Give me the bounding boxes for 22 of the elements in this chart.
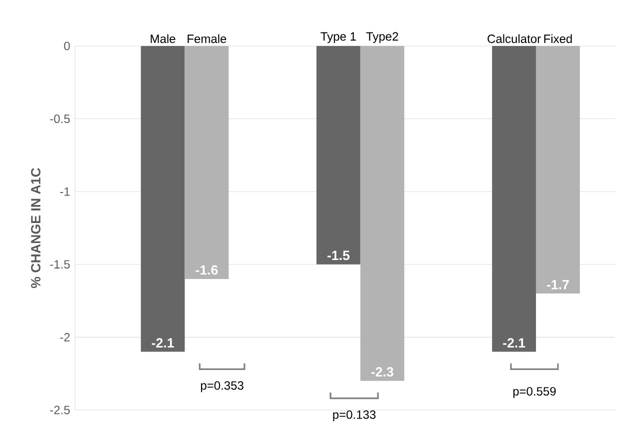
x-tick-label: Female xyxy=(188,34,226,44)
y-tick-label: -0.5 xyxy=(50,114,70,124)
y-tick-label: -2.5 xyxy=(50,406,70,414)
annotation: p=0.559 xyxy=(513,387,556,398)
x-tick-label: Fixed xyxy=(544,34,572,44)
data-label: -1.7 xyxy=(546,280,569,290)
data-label: -1.5 xyxy=(327,250,350,260)
x-tick-label: Calculator xyxy=(488,34,541,44)
data-label: -2.3 xyxy=(371,367,394,377)
x-tick-label: Male xyxy=(150,34,176,44)
x-tick-label: Type 1 xyxy=(320,32,356,44)
x-tick-label: Type2 xyxy=(366,32,398,44)
y-tick-label: -2 xyxy=(60,332,70,342)
data-label: -2.1 xyxy=(152,338,174,348)
annotation: p=0.353 xyxy=(200,381,244,392)
y-tick-label: -1 xyxy=(60,187,70,196)
y-tick-label: 0 xyxy=(64,42,70,50)
data-label: -1.6 xyxy=(196,265,218,275)
data-label: -2.1 xyxy=(503,338,526,348)
y-tick-label: -1.5 xyxy=(50,260,70,269)
y-axis-title: % CHANGE IN A1C xyxy=(31,168,40,288)
text: p=0.133 xyxy=(333,410,376,422)
